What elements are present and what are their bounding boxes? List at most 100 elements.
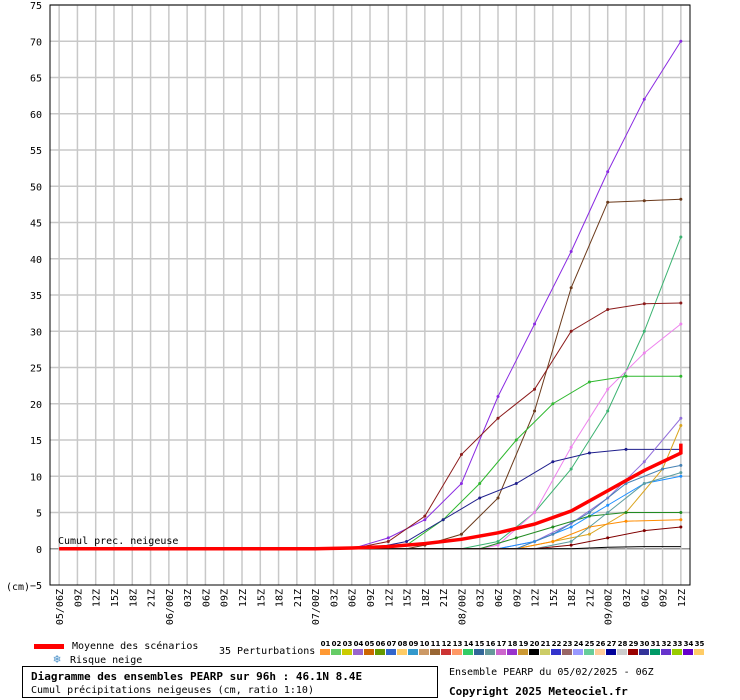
perturbation-swatch [408,649,418,655]
perturbation-34: 34 [683,640,694,655]
perturbation-swatch [441,649,451,655]
x-tick-label: 18Z [567,589,578,607]
series-point [642,97,646,101]
y-tick-label: 10 [30,472,42,483]
perturbation-swatch [342,649,352,655]
series-point [587,380,591,384]
series-point [661,467,665,471]
series-point [587,514,591,518]
legend-snow-label: Risque neige [70,655,143,666]
perturbation-label: 03 [342,640,353,648]
x-tick-label: 21Z [293,589,304,607]
perturbation-swatch [672,649,682,655]
series-point [551,402,555,406]
series-point [642,529,646,533]
series-point [533,387,537,391]
x-tick-label: 15Z [403,589,414,607]
x-tick-label: 05/06Z [55,589,66,625]
perturbation-01: 01 [320,640,331,655]
perturbation-04: 04 [353,640,364,655]
perturbation-swatch [694,649,704,655]
series-point [587,511,591,514]
series-point [551,532,555,536]
mean-series-line [59,443,683,551]
perturbation-swatch [661,649,671,655]
series-line-03 [59,236,682,550]
perturbation-label: 05 [364,640,375,648]
series-point [441,518,445,522]
perturbation-31: 31 [650,640,661,655]
y-tick-label: 35 [30,291,42,302]
series-point [606,200,610,204]
series-point [587,451,591,455]
perturbation-swatch [573,649,583,655]
perturbation-swatch [518,649,528,655]
series-point [606,511,610,514]
perturbation-swatch [529,649,539,655]
mean-line [59,443,683,551]
series-point [587,532,591,536]
perturbation-label: 26 [595,640,606,648]
y-tick-label: 50 [30,182,42,193]
snowflake-icon: ❄ [53,652,61,666]
x-tick-label: 08/00Z [457,589,468,625]
perturbation-label: 10 [419,640,430,648]
perturbation-label: 07 [386,640,397,648]
perturbation-12: 12 [441,640,452,655]
x-tick-label: 09Z [220,589,231,607]
series-point [606,536,610,540]
series-point [679,463,683,467]
series-point [386,536,390,540]
perturbation-swatch [331,649,341,655]
mean-swatch [34,643,64,649]
y-tick-label: 0 [36,545,42,556]
x-tick-label: 12Z [238,589,249,607]
perturbation-label: 27 [606,640,617,648]
series-point [569,467,573,471]
x-tick-label: 06Z [494,589,505,607]
perturbation-30: 30 [639,640,650,655]
x-tick-label: 21Z [439,589,450,607]
perturbation-swatch [650,649,660,655]
y-tick-label: −5 [30,581,42,592]
x-tick-label: 15Z [549,589,560,607]
series-point [496,496,500,500]
perturbation-label: 02 [331,640,342,648]
perturbation-swatch [364,649,374,655]
series-point [679,474,683,478]
perturbation-label: 17 [496,640,507,648]
y-tick-label: 70 [30,37,42,48]
perturbation-label: 23 [562,640,573,648]
perturbation-label: 01 [320,640,331,648]
legend-mean: Moyenne des scénarios [34,641,198,652]
perturbation-17: 17 [496,640,507,655]
perturbation-25: 25 [584,640,595,655]
perturbation-label: 30 [639,640,650,648]
y-tick-label: 65 [30,74,42,85]
series-point [642,329,646,333]
series-point [606,170,610,174]
series-point [679,301,683,305]
series-point [679,471,683,475]
series-point [386,540,390,543]
series-point [405,540,409,543]
perturbation-28: 28 [617,640,628,655]
series-point [679,525,683,529]
series-point [679,322,683,326]
series-point [514,438,518,442]
perturbation-35: 35 [694,640,705,655]
perturbation-swatches: 01 02 03 04 05 06 07 08 09 10 11 12 13 14 15 16 17 18 19 20… [320,640,710,660]
series-point [642,460,646,464]
series-point [569,540,573,543]
series-point [569,445,573,449]
series-point [496,540,500,543]
perturbation-label: 34 [683,640,694,648]
perturbation-07: 07 [386,640,397,655]
x-tick-label: 18Z [421,589,432,607]
series-point [679,424,683,427]
perturbation-swatch [562,649,572,655]
title-box: Diagramme des ensembles PEARP sur 96h : … [22,666,438,698]
series-point [423,518,427,522]
perturbation-swatch [595,649,605,655]
y-tick-label: 75 [30,1,42,12]
